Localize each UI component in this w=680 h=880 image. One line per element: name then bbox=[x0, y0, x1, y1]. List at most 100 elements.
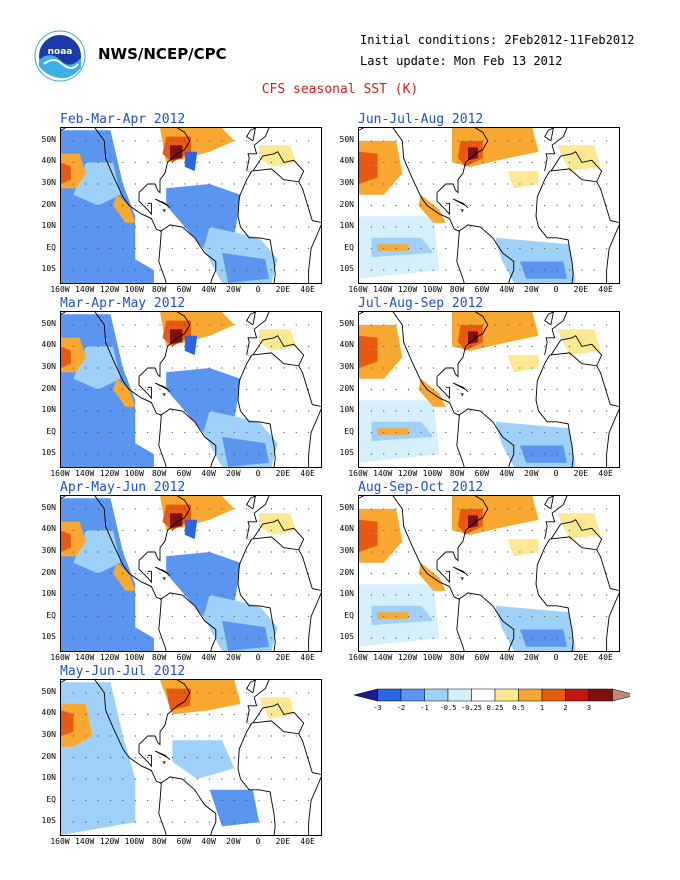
grid-dot bbox=[258, 345, 260, 348]
grid-dot bbox=[122, 204, 124, 207]
grid-dot bbox=[159, 799, 161, 802]
grid-dot bbox=[258, 388, 260, 391]
grid-dot bbox=[519, 431, 521, 434]
grid-dot bbox=[72, 594, 74, 596]
coastline bbox=[159, 224, 217, 283]
anomaly-region bbox=[468, 331, 478, 345]
legend-label: -0.5 bbox=[440, 704, 457, 712]
lat-label: 10S bbox=[41, 632, 56, 642]
legend-label: 3 bbox=[587, 704, 591, 712]
grid-dot bbox=[258, 799, 260, 802]
grid-dot bbox=[270, 324, 273, 326]
grid-dot bbox=[383, 226, 385, 228]
grid-dot bbox=[246, 226, 248, 228]
lat-label: 40N bbox=[41, 340, 56, 350]
grid-dot bbox=[544, 140, 546, 142]
grid-dot bbox=[482, 615, 484, 618]
grid-dot bbox=[85, 594, 87, 596]
grid-dot bbox=[97, 572, 99, 575]
lat-label: 20N bbox=[41, 751, 56, 761]
anomaly-region bbox=[377, 428, 409, 435]
coastline bbox=[237, 538, 276, 651]
grid-dot bbox=[581, 453, 583, 455]
grid-dot bbox=[457, 345, 459, 348]
grid-dot bbox=[407, 140, 410, 142]
lat-label: 10N bbox=[41, 589, 56, 599]
grid-dot bbox=[457, 551, 459, 553]
grid-dot bbox=[72, 551, 74, 553]
grid-dot bbox=[85, 367, 87, 369]
grid-dot bbox=[97, 140, 99, 142]
grid-dot bbox=[469, 637, 472, 639]
grid-dot bbox=[519, 551, 521, 553]
grid-dot bbox=[531, 388, 533, 391]
coastline bbox=[460, 393, 464, 397]
grid-dot bbox=[556, 453, 558, 455]
lon-label: 40W bbox=[201, 469, 216, 478]
lon-label: 60W bbox=[474, 285, 490, 294]
lon-label: 160W bbox=[50, 469, 70, 478]
lon-label: 80W bbox=[449, 285, 465, 294]
grid-dot bbox=[457, 367, 459, 369]
grid-dot bbox=[407, 594, 410, 596]
grid-dot bbox=[208, 161, 211, 164]
grid-dot bbox=[457, 226, 459, 228]
grid-dot bbox=[482, 508, 484, 510]
grid-dot bbox=[270, 756, 273, 759]
grid-dot bbox=[196, 453, 198, 455]
grid-dot bbox=[283, 821, 285, 823]
grid-dot bbox=[383, 345, 385, 348]
grid-dot bbox=[134, 692, 136, 694]
grid-dot bbox=[283, 551, 285, 553]
grid-dot bbox=[258, 161, 260, 164]
grid-dot bbox=[171, 572, 174, 575]
legend-swatch bbox=[353, 688, 378, 702]
grid-dot bbox=[432, 453, 434, 455]
sst-map bbox=[60, 679, 322, 836]
grid-dot bbox=[395, 529, 397, 532]
coastline bbox=[61, 128, 167, 283]
lon-label: 20W bbox=[524, 285, 539, 294]
grid-dot bbox=[445, 615, 447, 618]
lon-label: 40E bbox=[300, 653, 315, 662]
grid-dot bbox=[97, 508, 99, 510]
grid-dot bbox=[308, 529, 310, 532]
grid-dot bbox=[221, 324, 223, 326]
grid-dot bbox=[370, 637, 372, 639]
anomaly-region bbox=[557, 145, 601, 172]
lon-label: 40E bbox=[598, 285, 613, 294]
grid-dot bbox=[109, 226, 112, 228]
grid-dot bbox=[109, 735, 112, 737]
grid-dot bbox=[544, 324, 546, 326]
grid-dot bbox=[432, 269, 434, 271]
grid-dot bbox=[196, 204, 198, 207]
anomaly-region bbox=[166, 688, 191, 711]
lat-label: 10N bbox=[339, 589, 354, 599]
grid-dot bbox=[482, 551, 484, 553]
legend-label: -1 bbox=[420, 704, 428, 712]
anomaly-region bbox=[259, 697, 294, 719]
grid-dot bbox=[494, 529, 496, 532]
grid-dot bbox=[270, 529, 273, 532]
grid-dot bbox=[233, 551, 235, 553]
grid-dot bbox=[196, 594, 198, 596]
grid-dot bbox=[85, 140, 87, 142]
grid-dot bbox=[482, 388, 484, 391]
grid-dot bbox=[581, 594, 583, 596]
coastline bbox=[549, 335, 603, 367]
grid-dot bbox=[469, 345, 472, 348]
grid-dot bbox=[122, 247, 124, 250]
grid-dot bbox=[420, 637, 422, 639]
grid-dot bbox=[171, 551, 174, 553]
grid-dot bbox=[171, 431, 174, 434]
lat-label: 10S bbox=[41, 816, 56, 826]
grid-dot bbox=[568, 615, 571, 618]
grid-dot bbox=[171, 821, 174, 823]
grid-dot bbox=[469, 572, 472, 575]
grid-dot bbox=[519, 508, 521, 510]
grid-dot bbox=[308, 161, 310, 164]
grid-dot bbox=[370, 345, 372, 348]
lon-label: 60W bbox=[176, 285, 192, 294]
anomaly-region bbox=[468, 147, 478, 161]
grid-dot bbox=[270, 247, 273, 250]
